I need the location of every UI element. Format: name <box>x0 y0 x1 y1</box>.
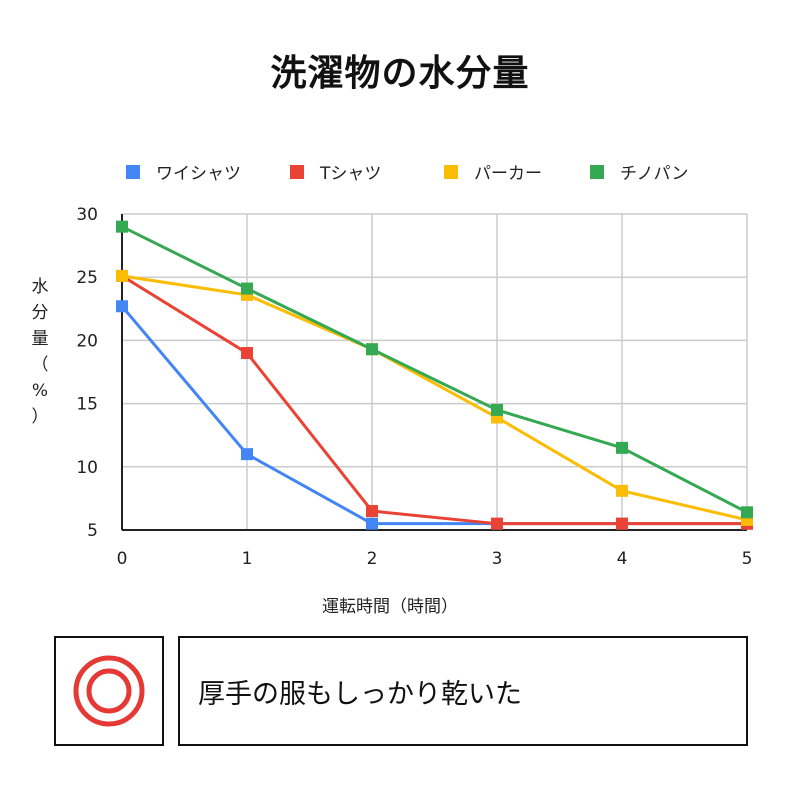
y-axis-title-text: 水分量（%） <box>32 277 49 427</box>
y-tick-label: 25 <box>76 268 98 288</box>
data-point <box>241 448 253 461</box>
y-tick-label: 10 <box>76 458 98 478</box>
x-tick-label: 3 <box>492 549 503 569</box>
series-line <box>121 274 748 522</box>
legend-swatch <box>590 165 604 179</box>
result-text: 厚手の服もしっかり乾いた <box>178 636 748 746</box>
series-line <box>121 225 748 514</box>
x-tick-label: 5 <box>742 549 753 569</box>
legend-swatch <box>290 165 304 179</box>
series-3 <box>116 220 753 519</box>
y-tick-label: 30 <box>76 205 98 225</box>
series-0 <box>116 300 753 530</box>
series-line <box>120 305 747 526</box>
x-tick-label: 0 <box>117 549 128 569</box>
legend-swatch <box>126 165 140 179</box>
data-point <box>616 517 628 530</box>
data-point <box>241 347 253 360</box>
data-point <box>616 441 628 454</box>
y-axis-title: 水分量（%） <box>32 277 49 427</box>
series-group <box>116 220 753 530</box>
legend-item: ワイシャツ <box>126 164 241 184</box>
chart-title: 洗濯物の水分量 <box>270 53 530 94</box>
data-point <box>241 282 253 295</box>
data-point <box>491 403 503 416</box>
data-point <box>116 269 128 282</box>
y-tick-label: 20 <box>76 331 98 351</box>
x-axis-title: 運転時間（時間） <box>322 597 458 617</box>
line-chart: 5 10 15 20 25 30 0 1 2 3 4 5 ワイシャツ Tシャツ パーカー チノパン 水分量… <box>32 164 753 617</box>
result-mark-box <box>54 636 164 746</box>
legend: ワイシャツ Tシャツ パーカー チノパン <box>126 164 688 184</box>
axes <box>121 214 747 531</box>
legend-item: Tシャツ <box>290 164 381 184</box>
x-tick-label: 1 <box>242 549 253 569</box>
data-point <box>366 505 378 518</box>
double-circle-icon <box>73 655 145 727</box>
legend-label: チノパン <box>620 164 688 184</box>
data-point <box>116 220 128 233</box>
legend-item: チノパン <box>590 164 688 184</box>
legend-label: パーカー <box>474 164 542 184</box>
x-tick-label: 2 <box>367 549 378 569</box>
series-1 <box>116 269 753 530</box>
x-tick-labels: 0 1 2 3 4 5 <box>117 549 753 569</box>
data-point <box>116 300 128 313</box>
legend-item: パーカー <box>444 164 542 184</box>
data-point <box>741 506 753 519</box>
legend-swatch <box>444 165 458 179</box>
data-point <box>491 517 503 530</box>
data-point <box>366 343 378 356</box>
legend-label: ワイシャツ <box>156 164 241 184</box>
series-line <box>121 274 747 526</box>
data-point <box>616 484 628 497</box>
x-tick-label: 4 <box>617 549 628 569</box>
y-tick-label: 5 <box>87 521 98 541</box>
y-tick-labels: 5 10 15 20 25 30 <box>76 205 98 541</box>
data-point <box>366 517 378 530</box>
y-tick-label: 15 <box>76 395 98 415</box>
grid-lines <box>122 213 748 530</box>
series-2 <box>116 269 753 526</box>
legend-label: Tシャツ <box>319 164 381 184</box>
